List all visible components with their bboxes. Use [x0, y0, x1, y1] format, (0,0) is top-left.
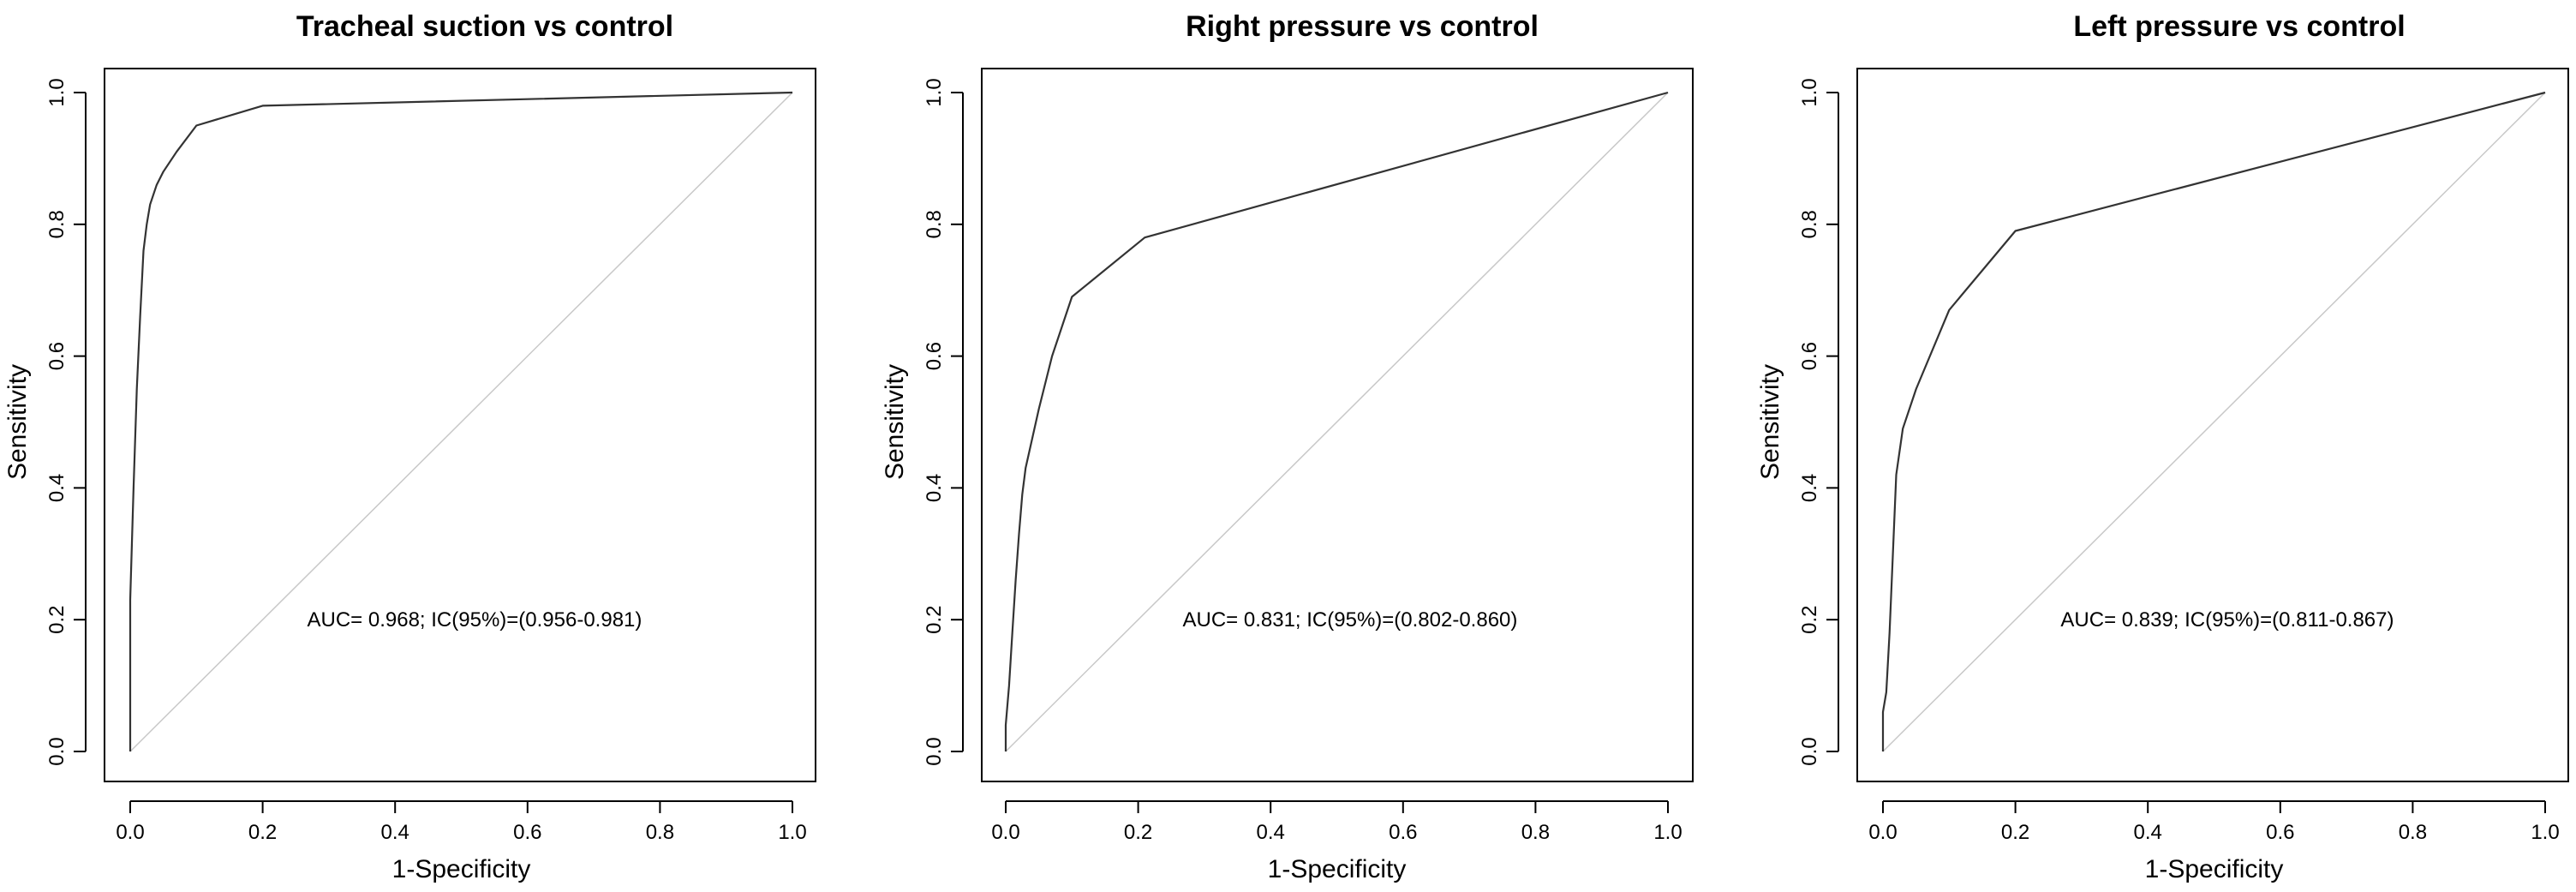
y-tick-label: 0.8: [1798, 210, 1821, 238]
y-tick-label: 0.8: [923, 210, 946, 238]
y-axis-label: Sensitivity: [881, 364, 909, 480]
y-tick-label: 0.4: [923, 474, 946, 502]
y-axis-label: Sensitivity: [1756, 364, 1784, 480]
x-axis-label: 1-Specificity: [2145, 855, 2284, 883]
x-tick-label: 0.6: [513, 821, 541, 844]
y-tick-label: 0.4: [1798, 474, 1821, 502]
chart-title: Left pressure vs control: [2073, 10, 2405, 43]
auc-annotation: AUC= 0.968; IC(95%)=(0.956-0.981): [308, 608, 643, 632]
x-tick-label: 0.4: [381, 821, 409, 844]
x-tick-label: 0.8: [2399, 821, 2427, 844]
plot-frame: [981, 68, 1694, 782]
y-tick-label: 0.2: [45, 606, 69, 634]
plot-frame: [104, 68, 816, 782]
y-tick-label: 0.4: [45, 474, 69, 502]
x-tick-label: 1.0: [778, 821, 806, 844]
y-tick-label: 1.0: [45, 78, 69, 106]
y-tick-label: 1.0: [1798, 78, 1821, 106]
x-tick-label: 0.0: [116, 821, 144, 844]
x-tick-label: 0.4: [1257, 821, 1285, 844]
roc-curve: [1004, 91, 1669, 751]
y-tick-label: 0.8: [45, 210, 69, 238]
roc-panel-3: Left pressure vs control 0.0 0.2 0.4 0.6 0.8 1…: [1756, 10, 2569, 883]
y-tick-label: 0.6: [1798, 342, 1821, 370]
x-tick-label: 0.6: [2266, 821, 2294, 844]
x-tick-label: 0.0: [1868, 821, 1897, 844]
y-tick-label: 0.6: [45, 342, 69, 370]
y-tick-label: 1.0: [923, 78, 946, 106]
roc-panel-2: Right pressure vs control 0.0 0.2 0.4 0.6 0.8…: [881, 10, 1694, 883]
x-tick-label: 0.2: [1124, 821, 1152, 844]
reference-diagonal: [129, 92, 793, 752]
y-tick-label: 0.6: [923, 342, 946, 370]
x-tick-label: 1.0: [1653, 821, 1682, 844]
reference-diagonal: [1005, 92, 1669, 752]
roc-curve: [129, 91, 793, 751]
x-tick-label: 0.6: [1389, 821, 1417, 844]
y-tick-label: 0.2: [1798, 606, 1821, 634]
chart-title: Tracheal suction vs control: [296, 10, 673, 43]
x-tick-label: 0.0: [991, 821, 1019, 844]
y-axis-label: Sensitivity: [3, 364, 32, 480]
y-tick-label: 0.2: [923, 606, 946, 634]
y-tick-label: 0.0: [45, 737, 69, 765]
plot-frame: [1856, 68, 2569, 782]
x-tick-label: 0.4: [2134, 821, 2162, 844]
x-tick-label: 0.2: [248, 821, 277, 844]
x-tick-label: 0.8: [646, 821, 674, 844]
auc-annotation: AUC= 0.831; IC(95%)=(0.802-0.860): [1183, 608, 1518, 632]
roc-curve: [1881, 91, 2546, 751]
auc-annotation: AUC= 0.839; IC(95%)=(0.811-0.867): [2060, 608, 2394, 632]
x-tick-label: 1.0: [2531, 821, 2559, 844]
y-tick-label: 0.0: [1798, 737, 1821, 765]
x-axis-label: 1-Specificity: [392, 855, 531, 883]
x-tick-label: 0.8: [1521, 821, 1550, 844]
chart-title: Right pressure vs control: [1186, 10, 1539, 43]
y-tick-label: 0.0: [923, 737, 946, 765]
x-axis-label: 1-Specificity: [1268, 855, 1407, 883]
reference-diagonal: [1882, 92, 2546, 752]
roc-panel-1: Tracheal suction vs control 0.0 0.2 0.4 0.6 0…: [3, 10, 816, 883]
x-tick-label: 0.2: [2001, 821, 2029, 844]
